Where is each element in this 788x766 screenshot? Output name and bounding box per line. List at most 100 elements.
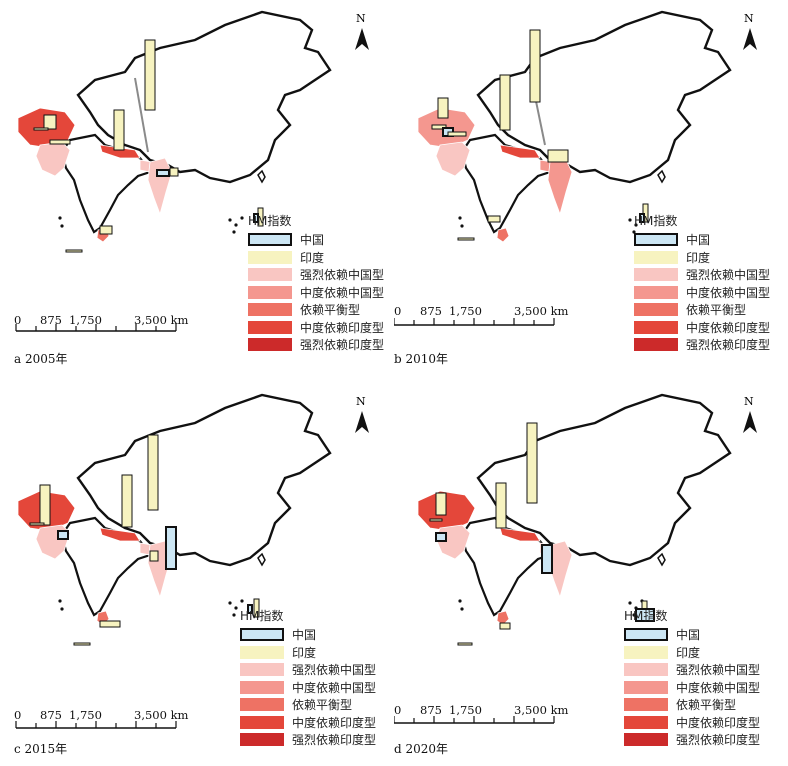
island-dot [240,216,244,220]
legend-item: 印度 [634,249,770,267]
map-group [417,393,732,646]
legend-item: 印度 [240,644,376,662]
legend-label: 依赖平衡型 [300,303,361,318]
hm-bar-india [43,114,57,130]
legend-swatch [248,338,292,352]
island-dot [628,218,632,222]
legend-label: 中国 [686,233,711,248]
panel-label: c 2015年 [14,742,68,756]
legend: HM指数 中国 印度 强烈依赖中国型 中度依赖中国型 依赖平衡型 中度依赖印度型 强烈依赖印度… [624,607,760,749]
legend-item: 中度依赖中国型 [248,284,384,302]
china-outline [76,393,332,567]
scale-tick-label: 3,500 km [514,304,569,318]
legend-swatch [634,268,678,282]
legend-label: 中度依赖印度型 [676,715,761,730]
legend-swatch [248,303,292,317]
legend-item: 中度依赖印度型 [248,319,384,337]
legend-item: 印度 [248,249,384,267]
legend-item: 中度依赖中国型 [624,679,760,697]
legend-swatch [240,645,284,659]
legend-label: 依赖平衡型 [686,303,747,318]
country-srilanka [496,227,510,243]
island-dot [58,216,62,220]
island-dot [232,230,236,234]
legend-swatch [624,663,668,677]
legend-swatch [634,250,678,264]
legend-swatch [624,680,668,694]
map-panel-c: N HM指数 中国 印度 强烈依赖中国型 中度依赖中国型 依赖平衡型 中度依赖印度型 强烈依赖… [0,383,394,766]
hm-bar-india [437,97,449,119]
hm-bar-india [29,522,45,526]
legend-label: 强烈依赖中国型 [300,268,385,283]
country-myanmar [147,157,173,216]
scale-bar [15,324,177,332]
legend-item: 中国 [248,231,384,249]
scale-tick-label: 0 [14,708,22,722]
pointer-line [134,77,149,153]
hm-bar-china [165,526,177,570]
map-canvas-b [394,10,757,326]
island-dot [460,224,464,228]
legend-label: 中度依赖中国型 [676,680,761,695]
legend-title: HM指数 [634,214,678,228]
legend-label: 强烈依赖印度型 [300,338,385,353]
china-outline [476,10,732,184]
scale-tick-label: 0 [14,313,22,327]
country-myanmar [547,157,573,216]
north-arrow: N [744,395,754,408]
scale-tick-label: 0 [394,304,402,318]
north-arrow-icon [355,411,369,433]
scale-tick-label: 875 [420,703,442,717]
legend-item: 强烈依赖中国型 [624,661,760,679]
hm-bar-india [495,482,507,529]
legend-item: 强烈依赖印度型 [624,731,760,749]
island-dot [240,599,244,603]
island-outline [257,169,266,184]
legend-item: 依赖平衡型 [240,696,376,714]
scale-bar [15,721,177,729]
legend-label: 中国 [676,628,701,643]
legend-item: 中国 [634,231,770,249]
legend-swatch [240,698,284,712]
legend-item: 强烈依赖中国型 [248,266,384,284]
hm-bar-india [39,484,51,526]
legend-title: HM指数 [240,609,284,623]
legend-swatch [634,233,678,247]
legend-item: 中度依赖印度型 [240,714,376,732]
legend-swatch [634,285,678,299]
north-arrow-icon [743,28,757,50]
north-arrow: N [744,12,754,25]
hm-bar-india [487,215,501,223]
legend-item: 中度依赖中国型 [240,679,376,697]
scale-tick-label: 3,500 km [514,703,569,717]
island-dot [632,613,636,617]
map-canvas-a [15,10,369,332]
panel-label: a 2005年 [14,352,68,366]
country-pakistan [435,141,471,177]
legend-item: 依赖平衡型 [624,696,760,714]
panel-label: b 2010年 [394,352,449,366]
scale-bar [394,318,555,326]
country-nepal [499,527,541,542]
legend-item: 强烈依赖中国型 [240,661,376,679]
legend-label: 强烈依赖中国型 [292,663,377,678]
hm-bar-india [147,434,159,511]
hm-bar-china [253,213,259,223]
legend-swatch [634,338,678,352]
hm-bar-india [499,622,511,630]
hm-bar-india [547,149,569,163]
country-srilanka [496,610,510,626]
hm-bar-china [435,532,447,542]
legend-swatch [624,628,668,642]
hm-bar-india [526,422,538,504]
legend-swatch [240,680,284,694]
scale-tick-label: 875 [40,708,62,722]
hm-bar-china [247,604,253,614]
legend-label: 强烈依赖中国型 [676,663,761,678]
hm-bar-india [49,139,71,145]
map-group [17,10,332,253]
hm-bar-china [541,544,553,574]
legend-label: 中国 [292,628,317,643]
scale-bar [394,716,555,724]
legend-swatch [240,715,284,729]
